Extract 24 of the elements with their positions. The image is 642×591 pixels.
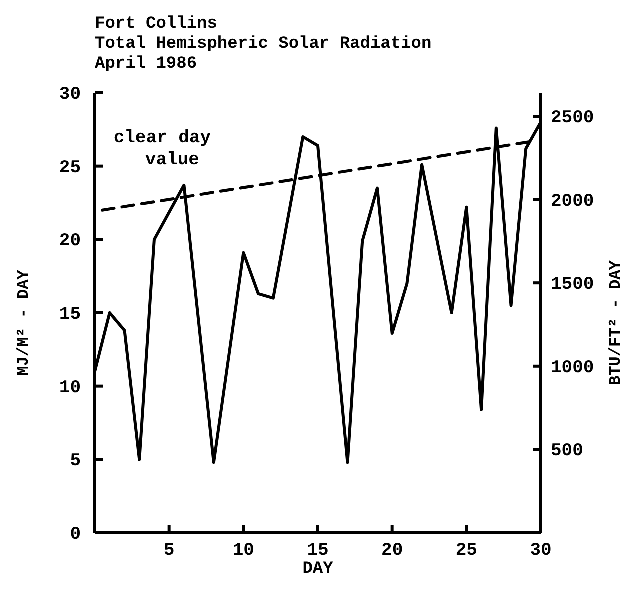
y2-tick-label: 2500 bbox=[551, 108, 594, 128]
x-tick-label: 15 bbox=[307, 541, 329, 561]
x-tick-label: 10 bbox=[232, 541, 254, 561]
y-tick-label: 20 bbox=[59, 232, 81, 252]
x-tick-label: 25 bbox=[456, 541, 478, 561]
y-tick-label: 5 bbox=[70, 452, 81, 472]
chart-subtitle: Total Hemispheric Solar Radiation April 1986 bbox=[95, 35, 432, 74]
y2-tick-label: 500 bbox=[551, 442, 584, 462]
x-axis-title: DAY bbox=[302, 560, 334, 579]
y-tick-label: 15 bbox=[59, 305, 81, 325]
y2-tick-label: 1500 bbox=[551, 275, 594, 296]
x-tick-label: 30 bbox=[530, 541, 552, 561]
y-axis-title: MJ/M² - DAY bbox=[15, 270, 33, 376]
chart-title: Fort Collins bbox=[95, 15, 218, 34]
y2-tick-label: 2000 bbox=[551, 192, 594, 212]
x-tick-label: 20 bbox=[382, 541, 404, 561]
y2-tick-label: 1000 bbox=[551, 358, 594, 378]
y-tick-label: 25 bbox=[59, 158, 81, 178]
series-label: clear day value bbox=[114, 128, 212, 170]
y-tick-label: 10 bbox=[59, 378, 81, 398]
y-tick-label: 30 bbox=[59, 85, 81, 105]
y2-axis-title: BTU/FT² - DAY bbox=[607, 260, 625, 386]
x-tick-label: 5 bbox=[164, 541, 175, 561]
y-tick-label: 0 bbox=[70, 525, 81, 545]
